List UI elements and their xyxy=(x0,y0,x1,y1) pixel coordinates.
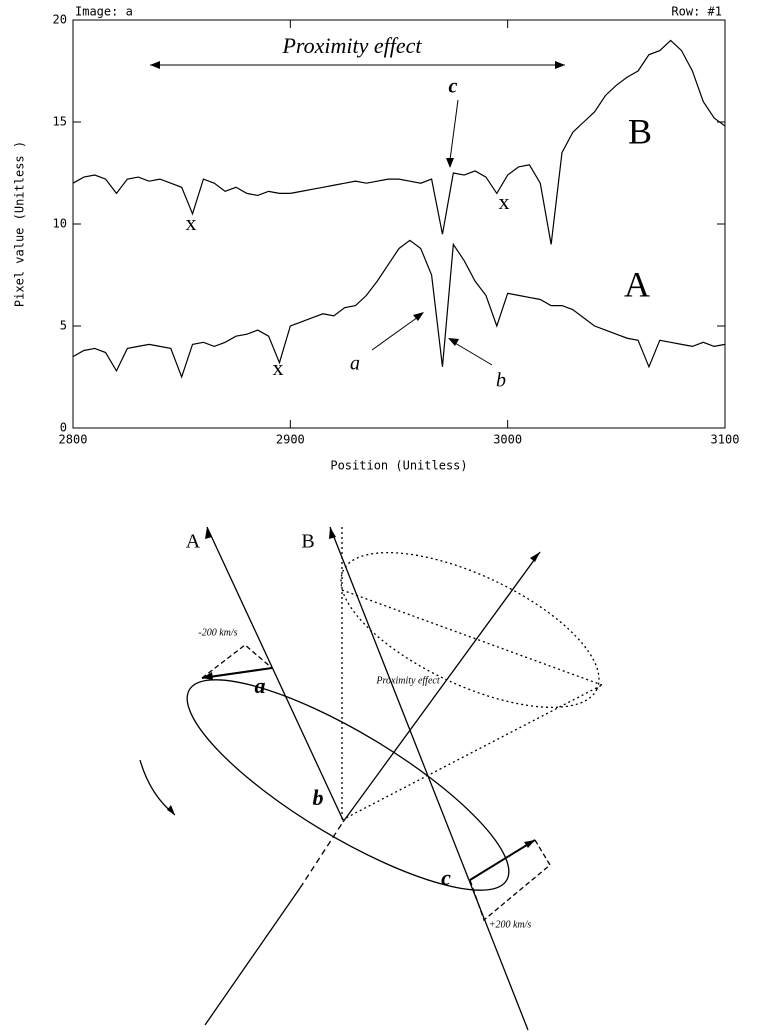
arrow-head xyxy=(448,338,459,346)
axis-line xyxy=(204,887,301,1026)
arrow-head xyxy=(530,552,540,562)
diagram-label: b xyxy=(313,785,324,810)
x-tick-label: 2800 xyxy=(59,433,88,447)
annotation: a xyxy=(350,353,360,375)
diagram-label: Proximity effect xyxy=(375,675,439,686)
axis-line xyxy=(342,551,541,823)
proximity-ellipse xyxy=(340,551,600,709)
diagram-arrowheads xyxy=(167,527,540,848)
arrow-head xyxy=(205,527,212,539)
series-label: B xyxy=(628,111,652,151)
diagram xyxy=(139,526,603,1031)
disk-ellipse xyxy=(186,679,510,891)
series-label: A xyxy=(624,264,650,304)
annotation: x xyxy=(273,355,284,380)
y-axis-label: Pixel value (Unitless ) xyxy=(13,141,27,307)
velocity-arrow xyxy=(201,667,273,679)
arrow-head xyxy=(329,527,336,539)
y-tick-label: 15 xyxy=(53,115,67,129)
x-tick-label: 3000 xyxy=(493,433,522,447)
arrow-head xyxy=(413,312,424,321)
cone-line xyxy=(341,684,603,821)
arrow-head xyxy=(446,158,454,168)
annotation: c xyxy=(449,76,458,98)
diagram-label: c xyxy=(441,865,451,890)
axis-line-hidden xyxy=(299,821,344,889)
diagram-label: B xyxy=(301,531,314,553)
annotation: Proximity effect xyxy=(281,33,422,58)
arrow-head xyxy=(167,805,175,815)
annotation: b xyxy=(496,370,506,392)
annotation-arrow xyxy=(454,342,493,366)
annotation: x xyxy=(499,189,510,214)
cone-line xyxy=(341,589,603,686)
diagram-label: +200 km/s xyxy=(489,919,532,930)
diagram-label: a xyxy=(255,673,266,698)
plot-frame xyxy=(72,19,726,429)
y-tick-label: 20 xyxy=(53,13,67,27)
annotation-arrow xyxy=(371,316,419,351)
annotation: x xyxy=(186,210,197,235)
sightline-a xyxy=(206,526,344,821)
y-tick-label: 0 xyxy=(60,421,67,435)
annotation-arrow xyxy=(449,99,459,161)
sightline-b xyxy=(329,526,529,1031)
header-right: Row: #1 xyxy=(671,5,722,19)
header-left: Image: a xyxy=(75,5,133,19)
x-tick-label: 3100 xyxy=(711,433,740,447)
velocity-components xyxy=(469,839,551,922)
velocity-components xyxy=(201,644,273,679)
spectrum-line xyxy=(72,39,726,245)
diagram-label: A xyxy=(186,531,201,553)
arrow-head xyxy=(524,840,535,848)
spectrum-line xyxy=(72,239,726,379)
x-tick-label: 2900 xyxy=(276,433,305,447)
y-tick-label: 10 xyxy=(53,217,67,231)
y-tick-label: 5 xyxy=(60,319,67,333)
velocity-arrow xyxy=(469,839,536,881)
diagram-label: -200 km/s xyxy=(198,627,237,638)
x-axis-label: Position (Unitless) xyxy=(330,459,467,473)
arrow-head xyxy=(202,672,213,680)
